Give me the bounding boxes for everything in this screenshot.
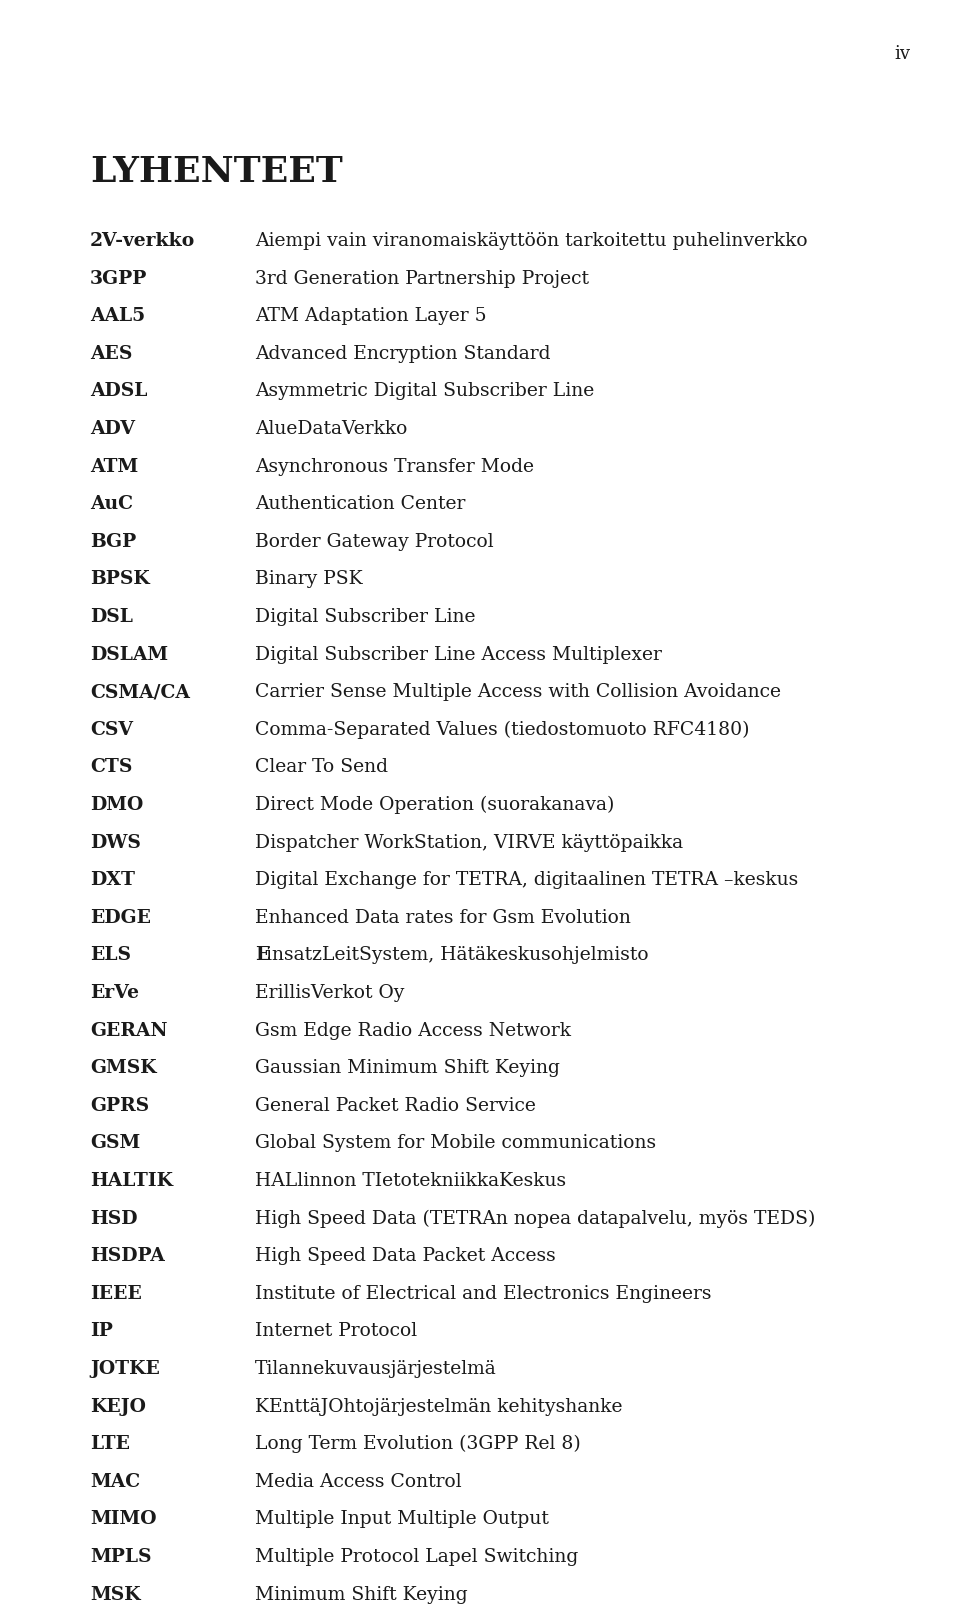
Text: Gaussian Minimum Shift Keying: Gaussian Minimum Shift Keying xyxy=(255,1059,560,1077)
Text: Long Term Evolution (3GPP Rel 8): Long Term Evolution (3GPP Rel 8) xyxy=(255,1436,581,1454)
Text: ADSL: ADSL xyxy=(90,382,148,401)
Text: DSL: DSL xyxy=(90,608,132,626)
Text: MAC: MAC xyxy=(90,1473,140,1491)
Text: Multiple Protocol Lapel Switching: Multiple Protocol Lapel Switching xyxy=(255,1547,578,1565)
Text: MSK: MSK xyxy=(90,1586,140,1604)
Text: DWS: DWS xyxy=(90,834,141,852)
Text: Carrier Sense Multiple Access with Collision Avoidance: Carrier Sense Multiple Access with Colli… xyxy=(255,684,781,702)
Text: ATM: ATM xyxy=(90,458,138,475)
Text: HALlinnon TIetotekniikkaKeskus: HALlinnon TIetotekniikkaKeskus xyxy=(255,1172,566,1190)
Text: CSMA/CA: CSMA/CA xyxy=(90,684,190,702)
Text: DMO: DMO xyxy=(90,796,143,813)
Text: GERAN: GERAN xyxy=(90,1022,167,1040)
Text: AuC: AuC xyxy=(90,495,133,513)
Text: Digital Subscriber Line Access Multiplexer: Digital Subscriber Line Access Multiplex… xyxy=(255,645,661,663)
Text: CSV: CSV xyxy=(90,721,133,739)
Text: Comma-Separated Values (tiedostomuoto RFC4180): Comma-Separated Values (tiedostomuoto RF… xyxy=(255,721,750,739)
Text: ADV: ADV xyxy=(90,420,135,438)
Text: HSDPA: HSDPA xyxy=(90,1247,165,1264)
Text: Dispatcher WorkStation, VIRVE käyttöpaikka: Dispatcher WorkStation, VIRVE käyttöpaik… xyxy=(255,834,684,852)
Text: High Speed Data (TETRAn nopea datapalvelu, myös TEDS): High Speed Data (TETRAn nopea datapalvel… xyxy=(255,1210,815,1227)
Text: Global System for Mobile communications: Global System for Mobile communications xyxy=(255,1135,656,1153)
Text: JOTKE: JOTKE xyxy=(90,1360,160,1378)
Text: AAL5: AAL5 xyxy=(90,307,145,325)
Text: BPSK: BPSK xyxy=(90,571,150,589)
Text: Asymmetric Digital Subscriber Line: Asymmetric Digital Subscriber Line xyxy=(255,382,594,401)
Text: KEnttäJOhtojärjestelmän kehityshanke: KEnttäJOhtojärjestelmän kehityshanke xyxy=(255,1397,622,1415)
Text: High Speed Data Packet Access: High Speed Data Packet Access xyxy=(255,1247,556,1264)
Text: iv: iv xyxy=(894,45,910,63)
Text: Minimum Shift Keying: Minimum Shift Keying xyxy=(255,1586,468,1604)
Text: CTS: CTS xyxy=(90,758,132,776)
Text: ErillisVerkot Oy: ErillisVerkot Oy xyxy=(255,985,404,1003)
Text: Digital Subscriber Line: Digital Subscriber Line xyxy=(255,608,475,626)
Text: Asynchronous Transfer Mode: Asynchronous Transfer Mode xyxy=(255,458,534,475)
Text: 2V-verkko: 2V-verkko xyxy=(90,231,195,251)
Text: HALTIK: HALTIK xyxy=(90,1172,173,1190)
Text: 3GPP: 3GPP xyxy=(90,270,148,288)
Text: ELS: ELS xyxy=(90,946,131,964)
Text: 3rd Generation Partnership Project: 3rd Generation Partnership Project xyxy=(255,270,589,288)
Text: BGP: BGP xyxy=(90,532,136,551)
Text: E: E xyxy=(255,946,270,964)
Text: Clear To Send: Clear To Send xyxy=(255,758,388,776)
Text: Media Access Control: Media Access Control xyxy=(255,1473,462,1491)
Text: ATM Adaptation Layer 5: ATM Adaptation Layer 5 xyxy=(255,307,487,325)
Text: DXT: DXT xyxy=(90,872,135,889)
Text: Gsm Edge Radio Access Network: Gsm Edge Radio Access Network xyxy=(255,1022,571,1040)
Text: Digital Exchange for TETRA, digitaalinen TETRA –keskus: Digital Exchange for TETRA, digitaalinen… xyxy=(255,872,799,889)
Text: MPLS: MPLS xyxy=(90,1547,152,1565)
Text: insatzLeitSystem, Hätäkeskusohjelmisto: insatzLeitSystem, Hätäkeskusohjelmisto xyxy=(267,946,649,964)
Text: AlueDataVerkko: AlueDataVerkko xyxy=(255,420,407,438)
Text: EDGE: EDGE xyxy=(90,909,151,927)
Text: HSD: HSD xyxy=(90,1210,137,1227)
Text: ErVe: ErVe xyxy=(90,985,139,1003)
Text: GMSK: GMSK xyxy=(90,1059,156,1077)
Text: Tilannekuvausjärjestelmä: Tilannekuvausjärjestelmä xyxy=(255,1360,496,1378)
Text: MIMO: MIMO xyxy=(90,1510,156,1528)
Text: Institute of Electrical and Electronics Engineers: Institute of Electrical and Electronics … xyxy=(255,1286,711,1303)
Text: General Packet Radio Service: General Packet Radio Service xyxy=(255,1096,536,1114)
Text: IEEE: IEEE xyxy=(90,1286,142,1303)
Text: Internet Protocol: Internet Protocol xyxy=(255,1323,418,1340)
Text: LYHENTEET: LYHENTEET xyxy=(90,155,343,189)
Text: Authentication Center: Authentication Center xyxy=(255,495,466,513)
Text: DSLAM: DSLAM xyxy=(90,645,168,663)
Text: AES: AES xyxy=(90,344,132,362)
Text: Border Gateway Protocol: Border Gateway Protocol xyxy=(255,532,493,551)
Text: Enhanced Data rates for Gsm Evolution: Enhanced Data rates for Gsm Evolution xyxy=(255,909,631,927)
Text: Direct Mode Operation (suorakanava): Direct Mode Operation (suorakanava) xyxy=(255,796,614,815)
Text: GSM: GSM xyxy=(90,1135,140,1153)
Text: GPRS: GPRS xyxy=(90,1096,149,1114)
Text: IP: IP xyxy=(90,1323,113,1340)
Text: Advanced Encryption Standard: Advanced Encryption Standard xyxy=(255,344,550,362)
Text: Aiempi vain viranomaiskäyttöön tarkoitettu puhelinverkko: Aiempi vain viranomaiskäyttöön tarkoitet… xyxy=(255,231,807,251)
Text: Multiple Input Multiple Output: Multiple Input Multiple Output xyxy=(255,1510,549,1528)
Text: Binary PSK: Binary PSK xyxy=(255,571,363,589)
Text: KEJO: KEJO xyxy=(90,1397,146,1415)
Text: LTE: LTE xyxy=(90,1436,130,1454)
